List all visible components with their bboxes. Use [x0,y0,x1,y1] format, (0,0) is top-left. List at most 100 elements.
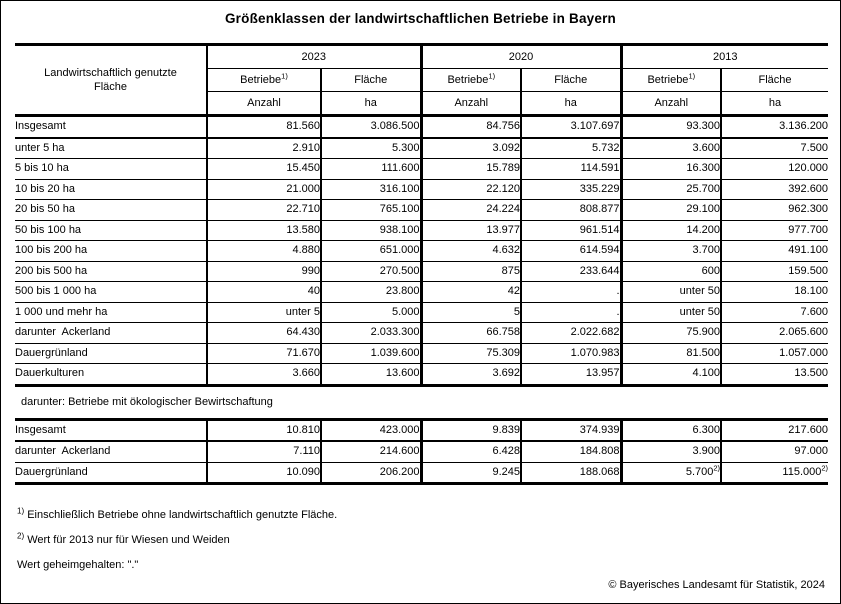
cell-value: 2.022.682 [520,322,622,344]
cell-value: 335.229 [520,179,622,200]
row-label: 5 bis 10 ha [15,158,207,180]
size-classes-section-body: Insgesamt 81.560 3.086.500 84.756 3.107.697 9… [15,115,829,387]
footnote-1-ref: 1) [688,71,696,81]
cell-value: . [520,281,622,303]
cell-value: 9.839 [419,419,522,442]
cell-value: 22.710 [206,199,321,221]
cell-value: 42 [419,281,522,303]
cell-value: 1.057.000 [720,343,829,364]
header-unit-row: Anzahl ha Anzahl ha Anzahl ha [15,91,829,117]
cell-value: 5.732 [520,137,622,159]
row-label: Dauergrünland [15,462,207,485]
header-year-row: Landwirtschaftlich genutzte Fläche 2023 … [15,44,829,117]
table-row: 200 bis 500 ha 990 270.500 875 233.644 600 159… [15,261,829,282]
cell-value: 3.136.200 [720,115,829,139]
unit-anzahl-2020: Anzahl [419,91,522,117]
cell-value: 233.644 [520,261,622,282]
cell-value: 18.100 [720,281,829,303]
cell-value: 6.428 [419,441,522,463]
page-title: Größenklassen der landwirtschaftlichen B… [224,11,616,26]
table-row: unter 5 ha 2.910 5.300 3.092 5.732 3.600 7.500 [15,137,829,159]
cell-value: 214.600 [319,441,422,463]
cell-value: 93.300 [619,115,722,139]
cell-value: 938.100 [319,220,422,241]
betriebe-2020-header: Betriebe1) [419,68,522,92]
row-label: 100 bis 200 ha [15,240,207,262]
footnote-1-text: Einschließlich Betriebe ohne landwirtsch… [27,509,338,521]
footnote-2-marker: 2) [17,531,25,541]
footnote-1-marker: 1) [17,506,25,516]
row-label: 500 bis 1 000 ha [15,281,207,303]
row-label: unter 5 ha [15,137,207,159]
cell-value: 75.309 [419,343,522,364]
betriebe-label: Betriebe [447,74,489,86]
footnote-2-ref: 2) [713,462,721,472]
cell-value: 24.224 [419,199,522,221]
secrecy-note: Wert geheimgehalten: "." [17,559,139,571]
cell-value: 3.692 [419,363,522,387]
cell-value: 3.700 [619,240,722,262]
cell-value: 188.068 [520,462,622,485]
cell-value: 66.758 [419,322,522,344]
footnote-2-text: Wert für 2013 nur für Wiesen und Weiden [27,534,230,546]
cell-value: 10.090 [206,462,321,485]
cell-value: 16.300 [619,158,722,180]
cell-value: 374.939 [520,419,622,442]
footnote-1-ref: 1) [281,71,288,81]
unit-ha-2020: ha [520,91,622,117]
cell-value: 2.065.600 [720,322,829,344]
betriebe-2023-header: Betriebe1) [206,68,321,92]
cell-value: 875 [419,261,522,282]
cell-value: 217.600 [720,419,829,442]
cell-value: 13.600 [319,363,422,387]
cell-value: 977.700 [720,220,829,241]
unit-ha-2023: ha [319,91,422,117]
cell-value: unter 5 [206,302,321,323]
footnote-2: 2) Wert für 2013 nur für Wiesen und Weid… [17,531,826,547]
cell-value: unter 50 [619,281,722,303]
cell-value: 316.100 [319,179,422,200]
year-2013-header: 2013 [619,44,829,69]
row-label: Dauergrünland [15,343,207,364]
table-row: darunter Ackerland 7.110 214.600 6.428 184.8… [15,441,829,463]
cell-value: 13.500 [720,363,829,387]
cell-value: 21.000 [206,179,321,200]
cell-value: 962.300 [720,199,829,221]
row-label: 200 bis 500 ha [15,261,207,282]
cell-value: 81.500 [619,343,722,364]
cell-value: 4.880 [206,240,321,262]
cell-value: 13.977 [419,220,522,241]
band-label: darunter: Betriebe mit ökologischer Bewi… [15,383,829,421]
cell-value: 961.514 [520,220,622,241]
betriebe-2013-header: Betriebe1) [619,68,722,92]
year-2020-header: 2020 [419,44,622,69]
cell-value: 29.100 [619,199,722,221]
cell-value: 990 [206,261,321,282]
row-label: 1 000 und mehr ha [15,302,207,323]
cell-value: 7.600 [720,302,829,323]
cell-value: 5.000 [319,302,422,323]
cell-value: 3.086.500 [319,115,422,139]
cell-value: 808.877 [520,199,622,221]
cell-value: unter 50 [619,302,722,323]
cell-value: 115.0002) [720,462,829,485]
cell-value: 15.789 [419,158,522,180]
cell-value: 13.580 [206,220,321,241]
copyright-notice: © Bayerisches Landesamt für Statistik, 2… [608,579,825,591]
row-label: Insgesamt [15,115,207,139]
cell-value: 7.500 [720,137,829,159]
cell-value: 4.100 [619,363,722,387]
cell-value: 111.600 [319,158,422,180]
cell-value: 1.039.600 [319,343,422,364]
footnote-1-ref: 1) [488,71,496,81]
cell-value: 392.600 [720,179,829,200]
cell-value: 23.800 [319,281,422,303]
footnote-1: 1) Einschließlich Betriebe ohne landwirt… [17,506,826,522]
cell-value: 765.100 [319,199,422,221]
cell-value: 3.600 [619,137,722,159]
table-row: Insgesamt 81.560 3.086.500 84.756 3.107.697 9… [15,115,829,139]
table-row: 10 bis 20 ha 21.000 316.100 22.120 335.229 25… [15,179,829,200]
cell-value: 491.100 [720,240,829,262]
cell-value: 600 [619,261,722,282]
